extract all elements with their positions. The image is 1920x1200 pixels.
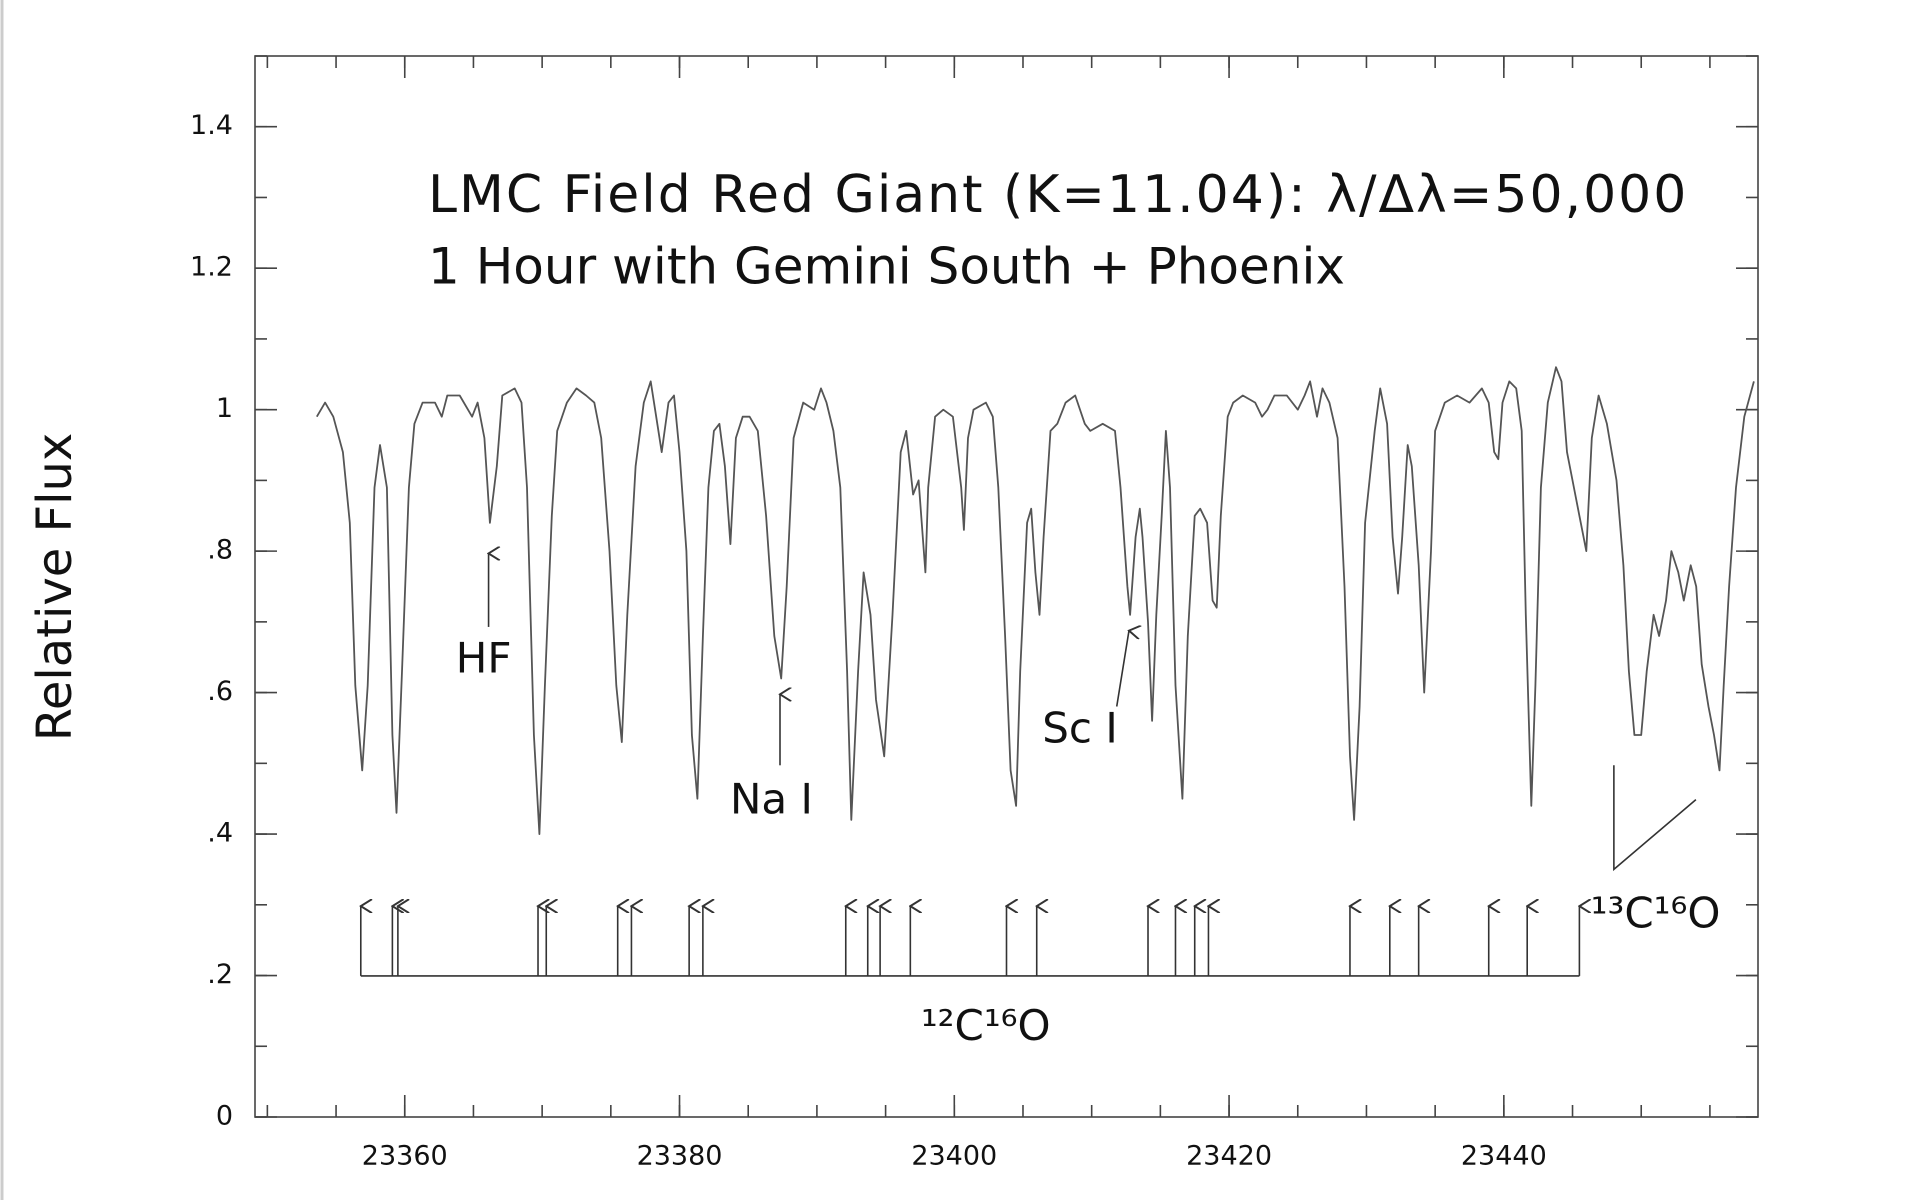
annotation-label: Sc I <box>1042 704 1118 753</box>
x-tick-label: 23400 <box>911 1141 997 1172</box>
co13-label: ¹³C¹⁶O <box>1591 888 1721 937</box>
x-tick-label: 23420 <box>1186 1141 1272 1172</box>
y-tick-label: .4 <box>207 818 233 849</box>
y-tick-label: 1 <box>216 393 233 424</box>
annotation-label: HF <box>456 634 512 683</box>
y-tick-label: .8 <box>207 535 233 566</box>
y-tick-label: 1.4 <box>190 110 233 141</box>
y-tick-label: 0 <box>216 1101 233 1132</box>
x-tick-label: 23360 <box>362 1141 448 1172</box>
y-tick-label: .2 <box>207 959 233 990</box>
chart-subtitle: 1 Hour with Gemini South + Phoenix <box>428 238 1345 296</box>
y-tick-label: 1.2 <box>190 252 233 283</box>
co13-bracket <box>1613 765 1697 872</box>
plot-frame <box>254 55 1759 1118</box>
y-tick-label: .6 <box>207 676 233 707</box>
annotation-label: Na I <box>730 775 813 824</box>
y-axis-label: Relative Flux <box>27 433 83 742</box>
co12-label: ¹²C¹⁶O <box>921 1001 1051 1050</box>
chart-title: LMC Field Red Giant (K=11.04): λ/Δλ=50,0… <box>428 165 1688 225</box>
x-tick-label: 23380 <box>637 1141 723 1172</box>
x-tick-label: 23440 <box>1461 1141 1547 1172</box>
spectrum-line <box>316 366 1755 835</box>
annotation-arrow <box>1115 631 1129 707</box>
